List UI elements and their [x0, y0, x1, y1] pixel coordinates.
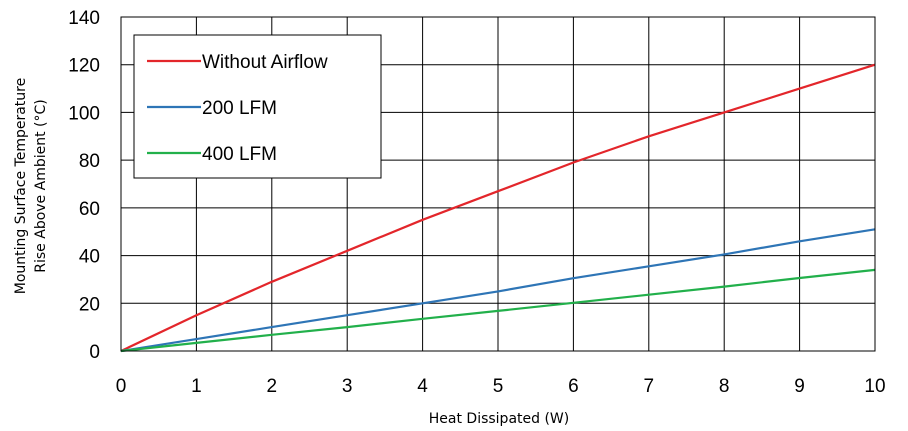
x-tick-label: 5	[493, 376, 504, 397]
y-tick-label: 120	[68, 56, 100, 77]
legend-label-400-lfm: 400 LFM	[202, 144, 277, 165]
x-tick-label: 1	[191, 376, 202, 397]
y-axis-label-line1: Mounting Surface Temperature	[13, 78, 29, 294]
data-series	[120, 63, 876, 353]
y-tick-label: 0	[89, 342, 100, 363]
x-tick-label: 2	[267, 376, 278, 397]
series-line-400-lfm	[120, 268, 876, 353]
x-tick-label: 3	[342, 376, 353, 397]
x-tick-labels: 0 1 2 3 4 5 6 7 8 9 10	[116, 376, 886, 397]
y-tick-labels: 0 20 40 60 80 100 120 140	[68, 8, 100, 363]
y-tick-label: 60	[79, 199, 100, 220]
legend-label-200-lfm: 200 LFM	[202, 98, 277, 119]
y-tick-label: 100	[68, 103, 100, 124]
y-tick-label: 40	[79, 247, 100, 268]
series-line-without-airflow	[120, 63, 876, 352]
x-tick-label: 10	[864, 376, 885, 397]
plot-frame	[120, 16, 876, 352]
x-tick-label: 7	[644, 376, 655, 397]
x-tick-label: 0	[116, 376, 127, 397]
y-axis-label-line2: Rise Above Ambient (°C)	[33, 99, 49, 272]
x-axis-label: Heat Dissipated (W)	[429, 411, 569, 427]
x-tick-label: 4	[417, 376, 428, 397]
legend-label-without-airflow: Without Airflow	[202, 52, 328, 73]
y-tick-label: 20	[79, 294, 100, 315]
series-line-200-lfm	[120, 228, 876, 353]
x-tick-label: 8	[719, 376, 730, 397]
legend: Without Airflow 200 LFM 400 LFM	[133, 34, 382, 179]
x-tick-label: 9	[794, 376, 805, 397]
y-tick-label: 80	[79, 151, 100, 172]
y-tick-label: 140	[68, 8, 100, 29]
x-tick-label: 6	[568, 376, 579, 397]
